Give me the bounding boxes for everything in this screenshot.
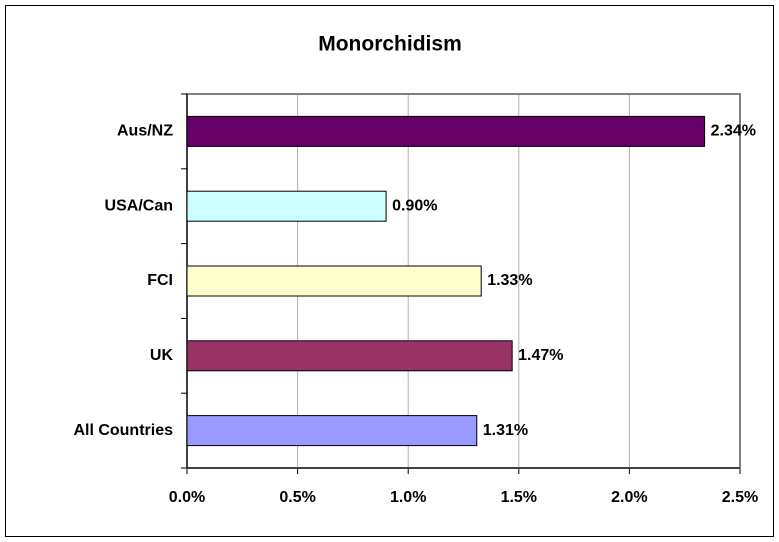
chart-title: Monorchidism bbox=[318, 33, 462, 56]
x-tick-label: 0.0% bbox=[169, 489, 205, 506]
y-tick-label: All Countries bbox=[73, 422, 173, 439]
data-label: 2.34% bbox=[711, 123, 756, 140]
y-tick-label: UK bbox=[150, 347, 174, 364]
x-tick-label: 1.0% bbox=[390, 489, 426, 506]
x-tick-label: 2.5% bbox=[722, 489, 758, 506]
bar bbox=[186, 415, 478, 447]
x-tick-label: 1.5% bbox=[501, 489, 537, 506]
y-tick-label: Aus/NZ bbox=[117, 123, 173, 140]
data-label: 0.90% bbox=[392, 197, 437, 214]
bar bbox=[186, 265, 482, 297]
x-tick-label: 2.0% bbox=[611, 489, 647, 506]
data-label: 1.47% bbox=[518, 347, 563, 364]
data-label: 1.31% bbox=[483, 422, 528, 439]
bar bbox=[186, 190, 387, 222]
y-tick-label: USA/Can bbox=[105, 197, 173, 214]
bar bbox=[186, 340, 513, 372]
y-tick-label: FCI bbox=[147, 272, 173, 289]
x-tick-label: 0.5% bbox=[279, 489, 315, 506]
data-label: 1.33% bbox=[487, 272, 532, 289]
bar bbox=[186, 115, 706, 147]
